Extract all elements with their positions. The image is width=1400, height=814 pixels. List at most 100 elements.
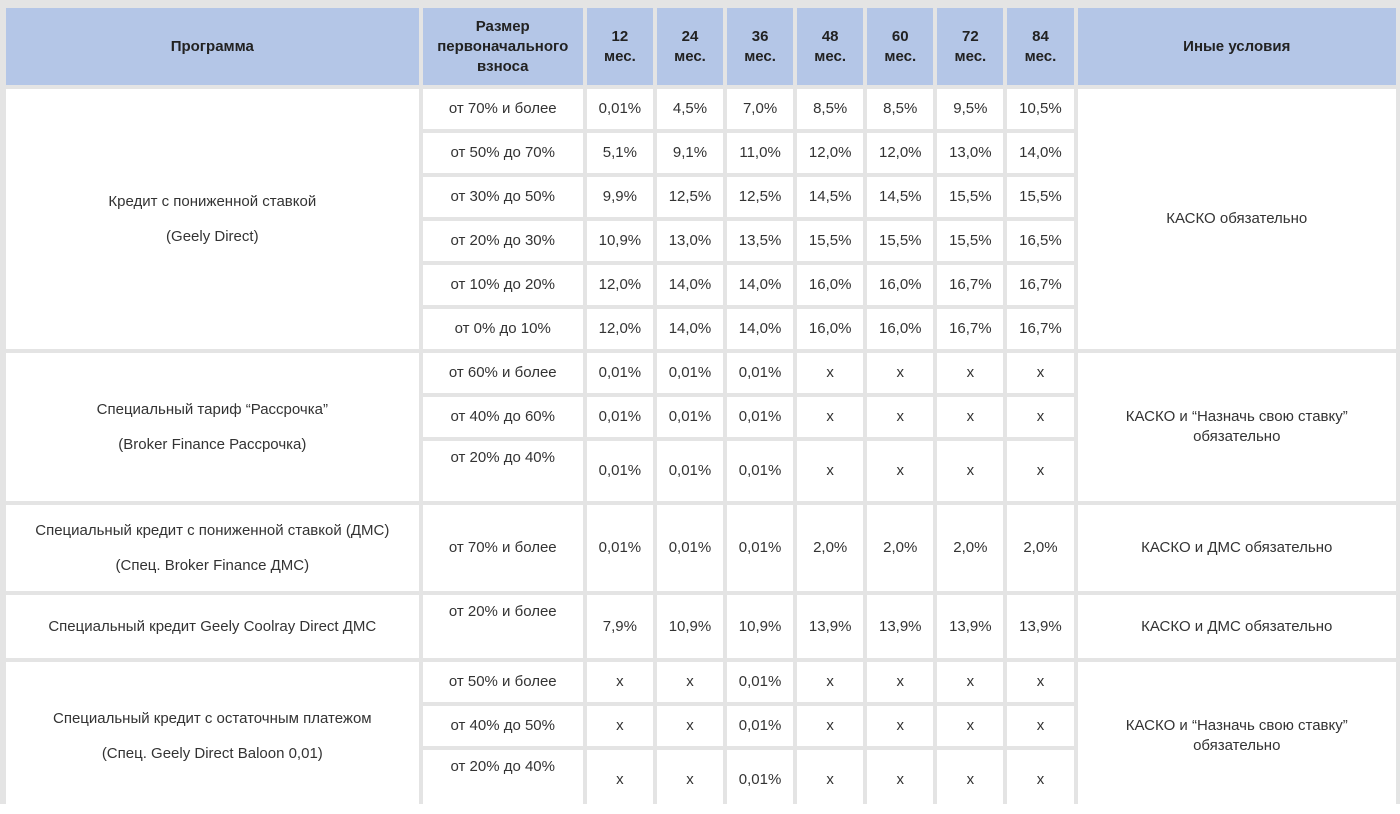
program-name-line: Специальный кредит с пониженной ставкой … bbox=[35, 521, 390, 539]
rate-cell: x bbox=[797, 353, 864, 393]
table-row: Кредит с пониженной ставкой (Geely Direct… bbox=[6, 89, 1396, 349]
table-row: от 40% до 60% 0,01% 0,01% 0,01% x x x x bbox=[6, 397, 1396, 437]
conditions-cell: КАСКО и “Назначь свою ставку” обязательно bbox=[1077, 353, 1396, 501]
rate-cell: x bbox=[797, 441, 864, 501]
rate-cell: 0,01% bbox=[727, 397, 794, 437]
term-unit: мес. bbox=[1024, 47, 1057, 65]
program-name-line: Специальный кредит с остаточным платежом bbox=[52, 709, 372, 727]
rate-cell: x bbox=[1007, 662, 1074, 702]
rate-cell: 16,7% bbox=[937, 309, 1004, 349]
term-unit: мес. bbox=[744, 47, 776, 65]
rate-cell: 14,5% bbox=[797, 177, 864, 217]
conditions-line: КАСКО и “Назначь свою ставку” bbox=[1125, 408, 1348, 425]
rate-cell: x bbox=[937, 397, 1004, 437]
loan-rates-table: Программа Размер первоначального взноса … bbox=[2, 4, 1400, 814]
term-unit: мес. bbox=[884, 47, 917, 65]
rate-cell: x bbox=[1007, 750, 1074, 810]
term-number: 48 bbox=[821, 27, 839, 45]
rate-cell: x bbox=[937, 441, 1004, 501]
downpayment-cell: от 20% и более bbox=[422, 595, 583, 658]
conditions-cell: КАСКО и ДМС обязательно bbox=[1077, 595, 1396, 658]
rate-cell: 10,9% bbox=[656, 595, 724, 658]
conditions-line: КАСКО и ДМС обязательно bbox=[1141, 617, 1333, 635]
term-number: 12 bbox=[611, 27, 629, 45]
table-row: от 20% до 30% 10,9% 13,0% 13,5% 15,5% 15,5% 15… bbox=[6, 221, 1396, 261]
header-downpayment: Размер первоначального взноса bbox=[422, 8, 583, 85]
rate-cell: 16,7% bbox=[1007, 309, 1074, 349]
rate-cell: 9,9% bbox=[586, 177, 653, 217]
rate-cell: 0,01% bbox=[656, 441, 724, 501]
table-row: Специальный тариф “Рассрочка” (Broker Fin… bbox=[6, 353, 1396, 501]
header-term-72: 72 мес. bbox=[937, 8, 1004, 85]
rate-cell: 16,0% bbox=[797, 309, 864, 349]
term-number: 84 bbox=[1032, 27, 1049, 45]
downpayment-cell: от 60% и более bbox=[422, 353, 583, 393]
rate-cell: x bbox=[1007, 353, 1074, 393]
rate-cell: 0,01% bbox=[586, 441, 653, 501]
rate-cell: 15,5% bbox=[797, 221, 864, 261]
rate-cell: 9,1% bbox=[656, 133, 724, 173]
rate-cell: x bbox=[797, 750, 864, 810]
downpayment-cell: от 0% до 10% bbox=[422, 309, 583, 349]
conditions-line: КАСКО и “Назначь свою ставку” bbox=[1125, 717, 1348, 734]
rate-cell: 14,0% bbox=[727, 309, 794, 349]
downpayment-cell: от 10% до 20% bbox=[422, 265, 583, 305]
rate-cell: 13,9% bbox=[937, 595, 1004, 658]
rate-cell: x bbox=[656, 706, 724, 746]
rate-cell: 0,01% bbox=[586, 397, 653, 437]
rate-cell: 0,01% bbox=[656, 505, 724, 591]
downpayment-cell: от 50% и более bbox=[422, 662, 583, 702]
table-row: от 20% до 40% 0,01% 0,01% 0,01% x x x x bbox=[6, 441, 1396, 501]
downpayment-cell: от 20% до 40% bbox=[422, 750, 583, 810]
rate-cell: x bbox=[937, 750, 1004, 810]
rate-cell: 0,01% bbox=[727, 706, 794, 746]
rate-cell: 10,9% bbox=[727, 595, 794, 658]
header-term-84: 84 мес. bbox=[1007, 8, 1074, 85]
conditions-cell: КАСКО и ДМС обязательно bbox=[1077, 505, 1396, 591]
rate-cell: x bbox=[867, 706, 934, 746]
rate-cell: 12,0% bbox=[586, 265, 653, 305]
downpayment-cell: от 30% до 50% bbox=[422, 177, 583, 217]
header-program: Программа bbox=[6, 8, 419, 85]
table-row: Специальный кредит с пониженной ставкой … bbox=[6, 505, 1396, 591]
header-downpayment-line: Размер bbox=[475, 17, 530, 35]
downpayment-cell: от 70% и более bbox=[422, 505, 583, 591]
downpayment-cell: от 20% до 40% bbox=[422, 441, 583, 501]
rate-cell: 9,5% bbox=[937, 89, 1004, 129]
table-row: от 30% до 50% 9,9% 12,5% 12,5% 14,5% 14,5% 15,… bbox=[6, 177, 1396, 217]
rate-cell: 10,9% bbox=[586, 221, 653, 261]
header-row: Программа Размер первоначального взноса … bbox=[6, 8, 1396, 85]
program-cell: Специальный кредит с остаточным платежом… bbox=[6, 662, 419, 810]
term-number: 72 bbox=[962, 27, 979, 45]
conditions-line: КАСКО и ДМС обязательно bbox=[1141, 539, 1333, 556]
rate-cell: 0,01% bbox=[586, 89, 653, 129]
program-cell: Специальный тариф “Рассрочка” (Broker Fin… bbox=[6, 353, 419, 501]
rate-cell: x bbox=[867, 441, 934, 501]
rate-cell: 16,0% bbox=[797, 265, 864, 305]
rate-cell: 0,01% bbox=[586, 353, 653, 393]
rate-cell: 2,0% bbox=[867, 505, 934, 591]
rate-cell: 0,01% bbox=[727, 353, 794, 393]
rate-cell: x bbox=[937, 353, 1004, 393]
rate-cell: 0,01% bbox=[727, 662, 794, 702]
rate-cell: 0,01% bbox=[656, 397, 724, 437]
rate-cell: 0,01% bbox=[727, 750, 794, 810]
rate-cell: x bbox=[586, 662, 653, 702]
conditions-line: КАСКО обязательно bbox=[1166, 210, 1308, 227]
rate-cell: 13,5% bbox=[727, 221, 794, 261]
conditions-line: обязательно bbox=[1193, 428, 1281, 445]
term-unit: мес. bbox=[814, 47, 847, 65]
term-unit: мес. bbox=[954, 47, 987, 65]
rate-cell: x bbox=[797, 706, 864, 746]
program-name-line: (Спец. Broker Finance ДМС) bbox=[115, 556, 310, 574]
program-name-line: Кредит с пониженной ставкой bbox=[108, 192, 317, 210]
term-number: 24 bbox=[681, 27, 699, 45]
program-cell: Специальный кредит с пониженной ставкой … bbox=[6, 505, 419, 591]
rate-cell: x bbox=[586, 706, 653, 746]
rate-cell: x bbox=[1007, 397, 1074, 437]
rate-cell: 15,5% bbox=[867, 221, 934, 261]
rate-cell: 0,01% bbox=[727, 441, 794, 501]
table-row: Специальный кредит с остаточным платежом… bbox=[6, 662, 1396, 810]
rate-cell: 14,0% bbox=[656, 265, 724, 305]
